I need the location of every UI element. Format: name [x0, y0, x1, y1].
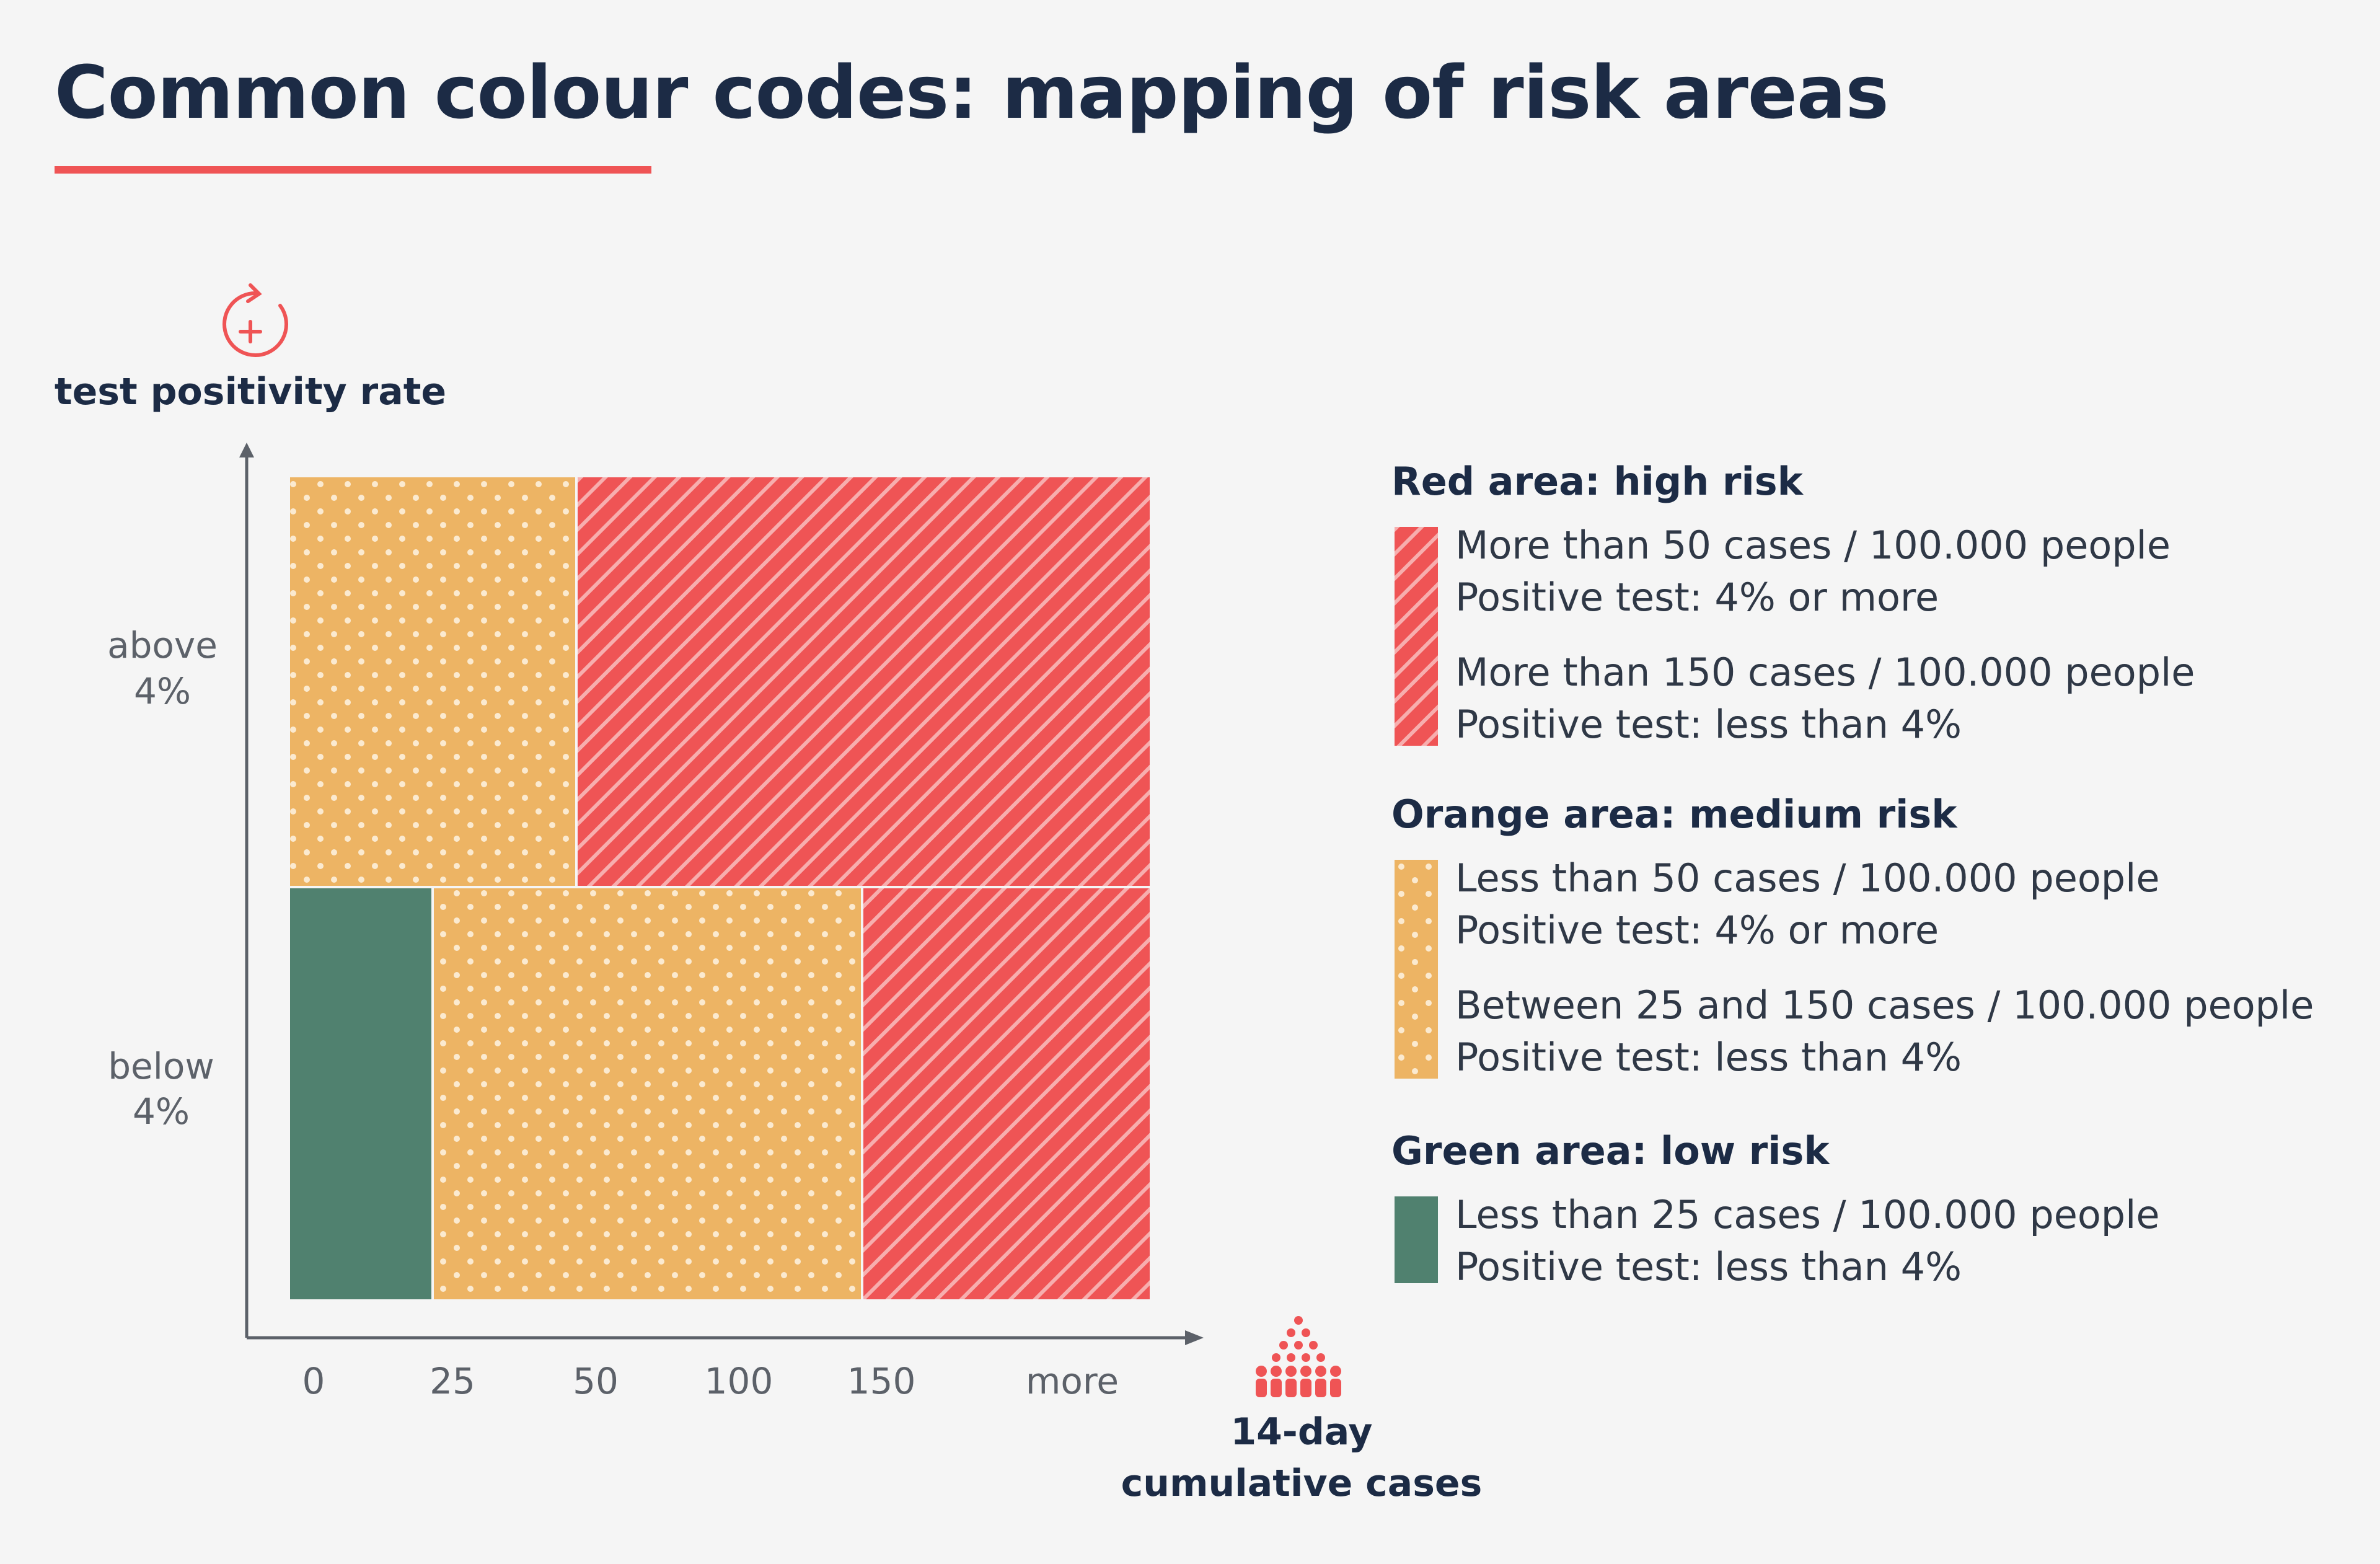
- y-tick-below-line1: below: [108, 1045, 214, 1087]
- legend-item-line: Positive test: less than 4%: [1455, 1244, 1962, 1289]
- legend-item-line: Less than 50 cases / 100.000 people: [1455, 855, 2160, 901]
- risk-regions: [290, 477, 1150, 1299]
- crowd-icon-head: [1300, 1366, 1311, 1377]
- crowd-icon-head: [1287, 1353, 1295, 1362]
- crowd-icon-head: [1285, 1366, 1297, 1377]
- page-title: Common colour codes: mapping of risk are…: [55, 50, 1889, 135]
- crowd-icon-head: [1272, 1353, 1280, 1362]
- legend-item-green-1: Less than 25 cases / 100.000 people Posi…: [1455, 1189, 2160, 1293]
- legend-item-orange-2: Between 25 and 150 cases / 100.000 peopl…: [1455, 979, 2314, 1084]
- crowd-icon-body: [1330, 1379, 1341, 1397]
- crowd-icon-head: [1330, 1366, 1341, 1377]
- x-tick-25: 25: [430, 1360, 475, 1402]
- title-underline: [55, 166, 651, 174]
- test-tube-refresh-icon: [223, 283, 288, 357]
- crowd-icon: [1256, 1316, 1341, 1397]
- axes: [239, 443, 1204, 1345]
- crowd-icon-head: [1302, 1353, 1310, 1362]
- legend-swatch-orange: [1395, 860, 1438, 1079]
- y-tick-above-line2: 4%: [134, 670, 191, 712]
- crowd-icon-body: [1315, 1379, 1326, 1397]
- legend-item-line: Positive test: less than 4%: [1455, 1035, 1962, 1080]
- legend-item-line: More than 50 cases / 100.000 people: [1455, 523, 2171, 568]
- legend-swatch-red: [1395, 527, 1438, 746]
- crowd-icon-head: [1302, 1328, 1310, 1337]
- legend-heading-orange: Orange area: medium risk: [1391, 792, 1957, 837]
- crowd-icon-head: [1294, 1316, 1303, 1325]
- x-tick-50: 50: [573, 1360, 619, 1402]
- crowd-icon-head: [1256, 1366, 1267, 1377]
- y-tick-below-line2: 4%: [133, 1090, 190, 1133]
- crowd-icon-body: [1285, 1379, 1297, 1397]
- crowd-icon-body: [1300, 1379, 1311, 1397]
- legend-swatch-green: [1395, 1196, 1438, 1283]
- x-tick-0: 0: [302, 1360, 325, 1402]
- crowd-icon-head: [1315, 1366, 1326, 1377]
- legend-item-line: More than 150 cases / 100.000 people: [1455, 650, 2195, 695]
- crowd-icon-body: [1271, 1379, 1282, 1397]
- crowd-icon-head: [1279, 1341, 1288, 1350]
- region-above-50-more-red: [576, 477, 1150, 886]
- x-tick-150: 150: [847, 1360, 916, 1402]
- crowd-icon-body: [1256, 1379, 1267, 1397]
- legend-item-line: Less than 25 cases / 100.000 people: [1455, 1192, 2160, 1237]
- crowd-icon-head: [1294, 1341, 1303, 1350]
- x-tick-100: 100: [705, 1360, 774, 1402]
- crowd-icon-head: [1287, 1328, 1295, 1337]
- region-below-0-25-green: [290, 888, 433, 1299]
- x-axis-label-line1: 14-day: [1230, 1410, 1372, 1454]
- legend-heading-red: Red area: high risk: [1391, 459, 1803, 504]
- legend-item-line: Positive test: less than 4%: [1455, 702, 1962, 747]
- legend-item-red-2: More than 150 cases / 100.000 people Pos…: [1455, 647, 2195, 751]
- legend-item-line: Positive test: 4% or more: [1455, 908, 1939, 953]
- x-axis-label-line2: cumulative cases: [1121, 1462, 1483, 1505]
- legend-item-line: Positive test: 4% or more: [1455, 575, 1939, 620]
- y-tick-above-line1: above: [107, 624, 218, 666]
- legend-heading-green: Green area: low risk: [1391, 1128, 1830, 1173]
- region-above-0-50-orange: [290, 477, 576, 886]
- crowd-icon-head: [1309, 1341, 1318, 1350]
- crowd-icon-head: [1271, 1366, 1282, 1377]
- legend-item-orange-1: Less than 50 cases / 100.000 people Posi…: [1455, 852, 2160, 957]
- region-below-150-more-red: [862, 888, 1150, 1299]
- y-axis-label: test positivity rate: [55, 370, 446, 413]
- legend-item-red-1: More than 50 cases / 100.000 people Posi…: [1455, 519, 2171, 624]
- crowd-icon-head: [1316, 1353, 1325, 1362]
- region-below-25-150-orange: [433, 888, 862, 1299]
- x-tick-more: more: [1026, 1360, 1119, 1402]
- legend-item-line: Between 25 and 150 cases / 100.000 peopl…: [1455, 983, 2314, 1028]
